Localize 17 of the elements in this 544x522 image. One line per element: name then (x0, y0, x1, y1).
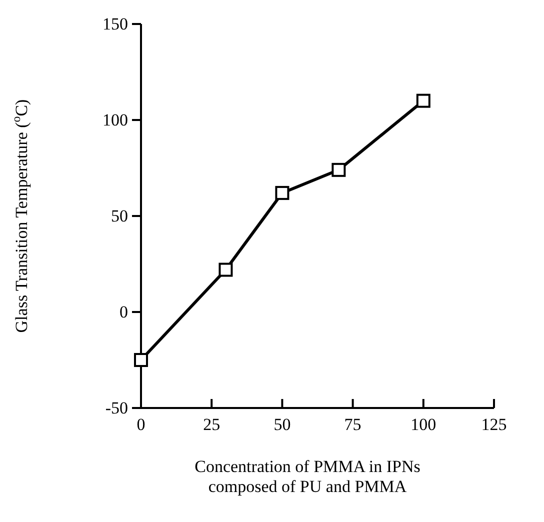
point (332, 162, 346, 177)
x-tick-label: 25 (203, 415, 220, 434)
point (218, 262, 233, 277)
x-tick-label: 50 (274, 415, 291, 434)
x-tick-label: 75 (344, 415, 362, 434)
point (416, 94, 430, 108)
x-tick-label: 0 (136, 415, 146, 434)
y-tick-label: 0 (120, 302, 128, 322)
y-tick-label: -50 (105, 398, 128, 418)
y-tick-label: 100 (102, 110, 128, 130)
point (134, 353, 148, 367)
y-tick-label: 50 (111, 206, 128, 226)
point (275, 186, 290, 200)
x-tick-label: 125 (481, 415, 507, 434)
x-tick-label: 100 (410, 415, 436, 434)
y-tick-label: 150 (102, 14, 128, 34)
x-axis-title: Concentration of PMMA in IPNs composed of PU and PMMA (194, 457, 420, 496)
